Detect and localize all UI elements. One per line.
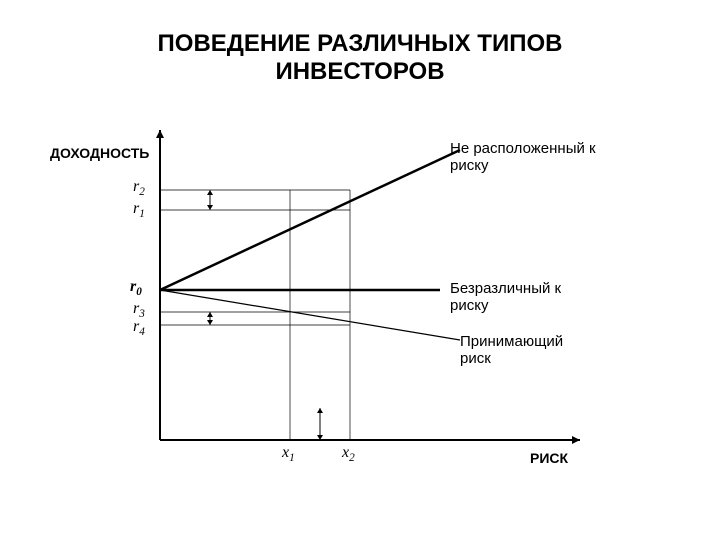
- tick-x2: x2: [342, 444, 355, 464]
- tick-r1: r1: [133, 200, 145, 220]
- label-risk-averse: Не расположенный криску: [450, 140, 596, 174]
- tick-r2: r2: [133, 178, 145, 198]
- tick-r4: r4: [133, 318, 145, 338]
- investor-chart: [0, 0, 720, 540]
- label-risk-seeking: Принимающийриск: [460, 333, 563, 367]
- label-risk-neutral: Безразличный криску: [450, 280, 561, 314]
- page: { "title": { "line1": "ПОВЕДЕНИЕ РАЗЛИЧН…: [0, 0, 720, 540]
- tick-r0: r0: [130, 278, 142, 298]
- x-axis-label: РИСК: [530, 450, 568, 466]
- y-axis-label: ДОХОДНОСТЬ: [50, 145, 149, 161]
- tick-x1: x1: [282, 444, 295, 464]
